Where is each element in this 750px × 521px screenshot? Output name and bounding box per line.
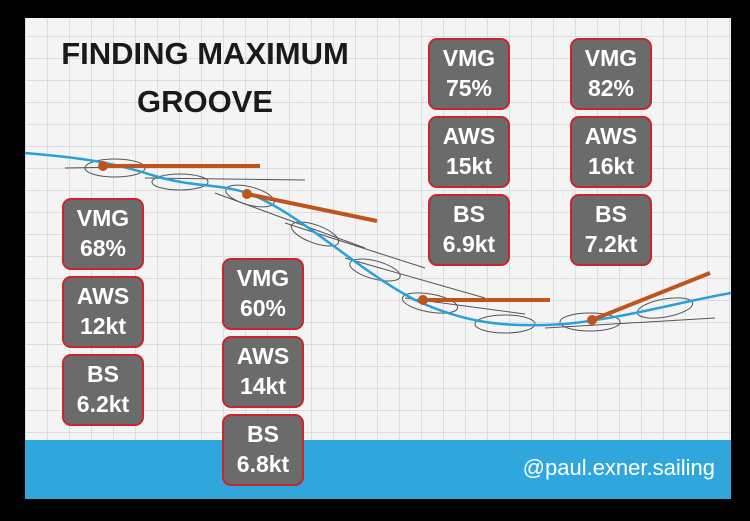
footer-handle: @paul.exner.sailing <box>522 455 715 480</box>
stat-label: VMG <box>442 45 496 71</box>
heading-dots <box>98 161 597 325</box>
stat-label: BS <box>87 361 119 387</box>
stat-label: BS <box>453 201 485 227</box>
stat-label: AWS <box>584 123 638 149</box>
stat-value: 60% <box>239 295 287 321</box>
stat-box: AWS 16kt <box>570 116 652 188</box>
stat-value: 12kt <box>79 313 127 339</box>
stat-value: 16kt <box>587 153 635 179</box>
stat-box: VMG 82% <box>570 38 652 110</box>
footer-band <box>25 440 731 499</box>
stat-label: VMG <box>76 205 130 231</box>
stat-box: VMG 60% <box>222 258 304 330</box>
stat-box: VMG 75% <box>428 38 510 110</box>
heading-lines <box>103 164 711 322</box>
stat-value: 6.9kt <box>442 231 496 257</box>
course-line <box>25 151 731 327</box>
stat-value: 68% <box>79 235 127 261</box>
stat-value: 14kt <box>239 373 287 399</box>
stat-value: 7.2kt <box>584 231 638 257</box>
stat-value: 15kt <box>445 153 493 179</box>
stat-box: BS 6.9kt <box>428 194 510 266</box>
title-line: GROOVE <box>136 84 274 119</box>
stat-box: BS 6.8kt <box>222 414 304 486</box>
stat-box: AWS 12kt <box>62 276 144 348</box>
stat-box: BS 6.2kt <box>62 354 144 426</box>
stat-label: BS <box>247 421 279 447</box>
stat-box: VMG 68% <box>62 198 144 270</box>
stat-value: 75% <box>445 75 493 101</box>
stat-label: VMG <box>584 45 638 71</box>
stat-box: BS 7.2kt <box>570 194 652 266</box>
stat-label: BS <box>595 201 627 227</box>
stat-value: 6.8kt <box>236 451 290 477</box>
stat-box: AWS 14kt <box>222 336 304 408</box>
title-line: FINDING MAXIMUM <box>61 36 349 71</box>
stat-box: AWS 15kt <box>428 116 510 188</box>
stat-label: AWS <box>442 123 496 149</box>
stat-label: AWS <box>236 343 290 369</box>
stat-value: 82% <box>587 75 635 101</box>
slide: FINDING MAXIMUM GROOVE @paul.exner.saili… <box>25 18 731 499</box>
stat-value: 6.2kt <box>76 391 130 417</box>
stat-label: VMG <box>236 265 290 291</box>
stat-label: AWS <box>76 283 130 309</box>
